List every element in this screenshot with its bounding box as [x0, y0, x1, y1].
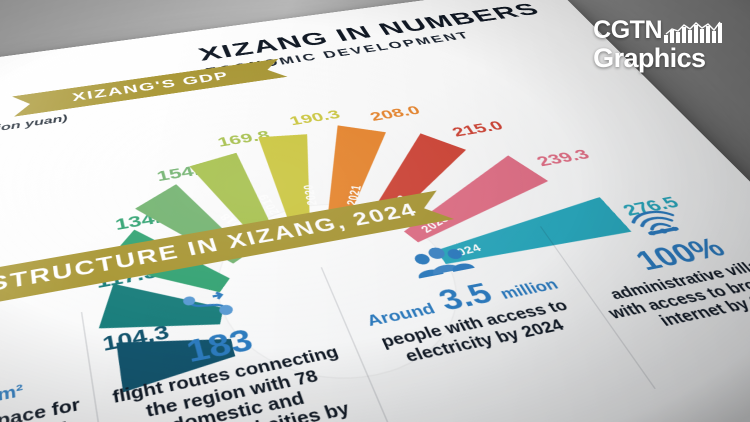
cgtn-graphics-logo: CGTN — [593, 18, 726, 72]
chart-segment-value-label: 190.3 — [287, 107, 343, 129]
logo-text-cgtn: CGTN — [593, 16, 662, 44]
chart-segment-value-label: 215.0 — [448, 118, 507, 140]
chart-segment-value-label: 239.3 — [532, 146, 594, 170]
bar-chart-line-icon — [664, 21, 726, 43]
chart-segment-value-label: 208.0 — [367, 103, 424, 124]
logo-text-graphics: Graphics — [593, 43, 706, 73]
gdp-ribbon-label: XIZANG'S GDP — [71, 69, 231, 104]
stat-unit: m² — [0, 381, 24, 405]
poster-container: XIZANG IN NUMBERS ECONOMIC DEVELOPMENT X… — [0, 0, 608, 422]
chart-segment-year-label: 2020 — [301, 184, 321, 206]
